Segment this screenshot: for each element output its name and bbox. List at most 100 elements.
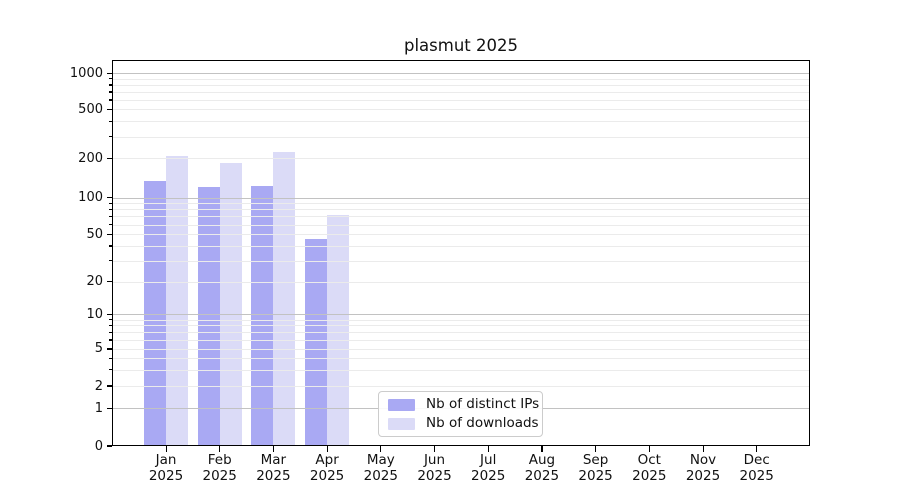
y-tick-minor bbox=[108, 120, 112, 122]
gridline-major bbox=[112, 197, 810, 199]
x-tick-label: Nov 2025 bbox=[685, 452, 721, 484]
gridline-minor bbox=[112, 245, 810, 247]
x-tick bbox=[487, 446, 489, 452]
x-tick bbox=[326, 446, 328, 452]
y-tick-label: 50 bbox=[86, 226, 103, 242]
y-tick-minor bbox=[108, 99, 112, 101]
y-tick-minor bbox=[108, 208, 112, 211]
gridline-minor bbox=[112, 203, 810, 205]
y-tick-minor bbox=[108, 324, 112, 327]
x-tick bbox=[756, 446, 758, 452]
x-tick bbox=[165, 446, 167, 452]
gridline-minor bbox=[112, 224, 810, 226]
x-tick-label: Feb 2025 bbox=[202, 452, 237, 484]
y-tick-label: 20 bbox=[86, 274, 103, 290]
chart-title: plasmut 2025 bbox=[403, 36, 518, 55]
y-tick bbox=[106, 157, 112, 159]
gridline-minor bbox=[112, 234, 810, 236]
x-tick bbox=[434, 446, 436, 452]
gridline-minor bbox=[112, 386, 810, 387]
gridline-minor bbox=[112, 84, 810, 86]
y-tick-minor bbox=[108, 260, 112, 262]
y-tick-label: 1 bbox=[94, 400, 103, 416]
y-tick-minor bbox=[108, 91, 112, 93]
y-tick-label: 5 bbox=[94, 341, 103, 357]
y-tick bbox=[106, 385, 112, 387]
gridline-minor bbox=[112, 91, 810, 93]
y-tick-label: 2 bbox=[94, 378, 103, 394]
x-tick-label: Aug 2025 bbox=[524, 452, 560, 484]
y-tick-label: 500 bbox=[78, 101, 103, 117]
y-tick-minor bbox=[108, 369, 112, 371]
gridline-minor bbox=[112, 78, 810, 80]
legend-swatch-downloads bbox=[388, 417, 415, 430]
gridline-minor bbox=[112, 325, 810, 327]
gridline-minor bbox=[112, 121, 810, 123]
gridline-minor bbox=[112, 332, 810, 334]
y-tick bbox=[106, 233, 112, 235]
y-tick-minor bbox=[108, 84, 112, 86]
gridline-minor bbox=[112, 209, 810, 211]
x-tick bbox=[219, 446, 221, 452]
y-tick-minor bbox=[108, 339, 112, 341]
gridline-major bbox=[112, 314, 810, 316]
gridline-minor bbox=[112, 319, 810, 321]
y-tick bbox=[106, 281, 112, 283]
x-tick-label: Mar 2025 bbox=[256, 452, 291, 484]
plot-area bbox=[112, 60, 810, 446]
gridline-major bbox=[112, 73, 810, 75]
y-tick-label: 100 bbox=[78, 190, 103, 205]
y-tick-minor bbox=[108, 245, 112, 247]
bar-downloads bbox=[166, 155, 188, 446]
bar-distinct-ips bbox=[144, 180, 166, 446]
gridline-minor bbox=[112, 339, 810, 341]
grid-layer bbox=[112, 60, 810, 446]
gridline-minor bbox=[112, 281, 810, 283]
y-tick-minor bbox=[108, 357, 112, 359]
y-tick-label: 0 bbox=[94, 438, 103, 454]
x-tick-label: Apr 2025 bbox=[309, 452, 345, 484]
bar-distinct-ips bbox=[197, 186, 220, 446]
y-tick bbox=[106, 407, 112, 409]
x-tick-label: Jul 2025 bbox=[471, 452, 506, 484]
y-tick bbox=[106, 348, 112, 350]
legend: Nb of distinct IPs Nb of downloads bbox=[378, 391, 543, 437]
y-tick bbox=[106, 196, 112, 199]
y-tick-label: 10 bbox=[86, 306, 103, 322]
y-tick-minor bbox=[108, 215, 112, 218]
y-tick-minor bbox=[108, 202, 112, 204]
y-tick-minor bbox=[108, 78, 112, 80]
legend-item-downloads: Nb of downloads bbox=[388, 416, 539, 431]
legend-label: Nb of downloads bbox=[426, 415, 539, 431]
bar-downloads bbox=[219, 163, 242, 446]
y-tick-minor bbox=[108, 136, 112, 138]
x-tick bbox=[702, 446, 704, 452]
x-tick bbox=[272, 446, 275, 452]
y-tick-label: 200 bbox=[78, 150, 103, 166]
gridline-minor bbox=[112, 358, 810, 359]
gridline-minor bbox=[112, 260, 810, 262]
gridline-minor bbox=[112, 136, 810, 138]
x-tick bbox=[541, 446, 543, 452]
gridline-minor bbox=[112, 99, 810, 101]
x-tick-label: Dec 2025 bbox=[739, 452, 774, 484]
y-tick-minor bbox=[108, 331, 112, 333]
gridline-minor bbox=[112, 216, 810, 218]
gridline-minor bbox=[112, 158, 810, 160]
y-tick-label: 1000 bbox=[69, 65, 103, 81]
y-tick bbox=[106, 72, 112, 74]
gridline-minor bbox=[112, 369, 810, 371]
x-tick-label: Jun 2025 bbox=[417, 452, 452, 484]
bars-layer bbox=[112, 60, 810, 446]
bar-downloads bbox=[327, 214, 350, 446]
y-tick bbox=[106, 108, 112, 110]
x-tick-label: Sep 2025 bbox=[578, 452, 613, 484]
y-tick-minor bbox=[108, 319, 112, 321]
gridline-minor bbox=[112, 348, 810, 350]
x-tick-label: May 2025 bbox=[363, 452, 398, 484]
x-tick bbox=[595, 446, 597, 452]
bar-distinct-ips bbox=[251, 186, 274, 446]
legend-item-distinct-ips: Nb of distinct IPs bbox=[388, 397, 539, 412]
y-tick bbox=[106, 313, 112, 315]
